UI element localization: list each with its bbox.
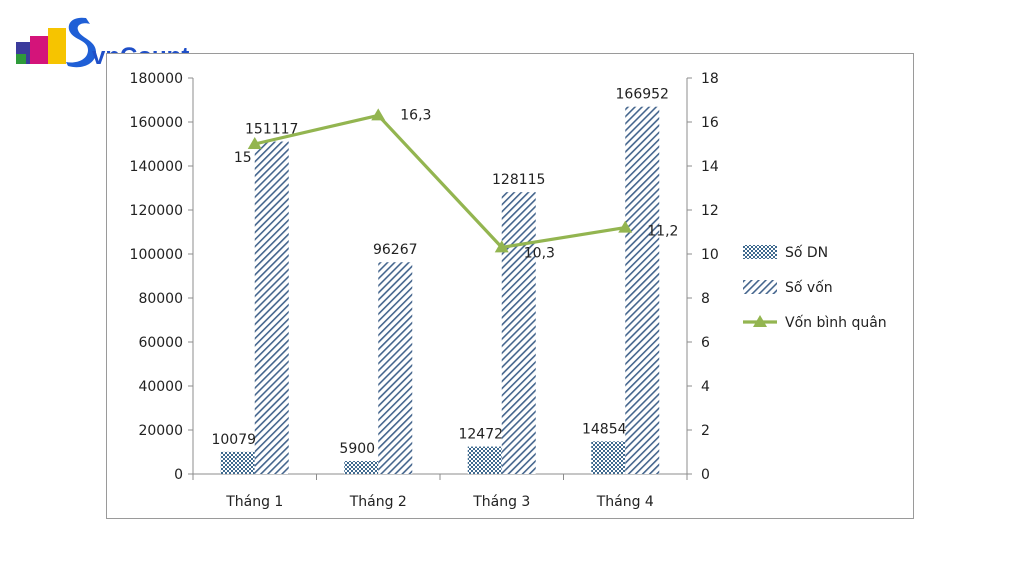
- chart-frame: 0 20000 40000 60000 80000 100000 120000 140000 1…: [106, 53, 914, 519]
- bar-data-label: 128115: [492, 172, 545, 188]
- right-tick-label: 0: [701, 467, 710, 483]
- logo-s-mark: [66, 17, 96, 68]
- left-tick-label: 160000: [130, 115, 183, 131]
- x-tick-label: Tháng 1: [225, 494, 283, 510]
- triangle-marker: [371, 108, 386, 121]
- logo-block-green: [16, 54, 26, 64]
- triangle-marker: [618, 220, 633, 233]
- right-tick-label: 2: [701, 423, 710, 439]
- legend-label: Vốn bình quân: [785, 314, 887, 331]
- combo-chart: 0 20000 40000 60000 80000 100000 120000 140000 1…: [130, 71, 887, 510]
- line-data-label: 10,3: [524, 245, 555, 261]
- right-tick-label: 14: [701, 159, 719, 175]
- legend: Số DN Số vốn Vốn bình quân: [743, 244, 887, 331]
- legend-triangle-marker: [753, 315, 767, 327]
- legend-label: Số DN: [785, 244, 828, 261]
- bar-data-label: 151117: [245, 122, 298, 138]
- left-tick-label: 40000: [138, 379, 183, 395]
- bar-so-dn: [344, 461, 379, 474]
- bar-so-von: [254, 141, 289, 474]
- bar-so-von: [625, 106, 660, 474]
- legend-swatch-so-dn: [743, 245, 777, 259]
- logo-block-yellow: [48, 28, 66, 64]
- bar-so-von: [501, 192, 536, 474]
- right-tick-label: 4: [701, 379, 710, 395]
- bar-data-label: 5900: [339, 441, 375, 457]
- left-tick-label: 120000: [130, 203, 183, 219]
- x-tick-label: Tháng 2: [349, 494, 407, 510]
- bar-so-dn: [467, 446, 502, 474]
- line-data-label: 16,3: [400, 107, 431, 123]
- bar-data-label: 14854: [582, 421, 627, 437]
- bar-data-label: 12472: [458, 427, 503, 443]
- legend-swatch-so-von: [743, 280, 777, 294]
- left-tick-label: 80000: [138, 291, 183, 307]
- bar-data-label: 96267: [373, 242, 418, 258]
- line-series: [247, 108, 633, 253]
- bar-data-label: 166952: [616, 87, 669, 103]
- x-tick-label: Tháng 3: [472, 494, 530, 510]
- right-tick-label: 10: [701, 247, 719, 263]
- bar-data-label: 10079: [211, 432, 256, 448]
- left-tick-label: 60000: [138, 335, 183, 351]
- right-tick-label: 18: [701, 71, 719, 87]
- legend-label: Số vốn: [785, 279, 833, 296]
- triangle-marker: [247, 137, 262, 149]
- left-tick-label: 180000: [130, 71, 183, 87]
- left-tick-label: 20000: [138, 423, 183, 439]
- bar-so-dn: [591, 441, 626, 474]
- x-tick-label: Tháng 4: [596, 494, 654, 510]
- right-tick-label: 16: [701, 115, 719, 131]
- data-labels: 10079 5900 12472 14854 151117 96267 128115 1669…: [211, 87, 678, 457]
- right-tick-label: 6: [701, 335, 710, 351]
- left-tick-label: 140000: [130, 159, 183, 175]
- bars: [220, 106, 660, 474]
- right-tick-label: 12: [701, 203, 719, 219]
- left-tick-label: 0: [174, 467, 183, 483]
- right-tick-label: 8: [701, 291, 710, 307]
- line-data-label: 15: [234, 150, 252, 166]
- bar-so-von: [378, 262, 413, 474]
- triangle-marker: [494, 240, 509, 253]
- line-data-label: 11,2: [647, 224, 678, 240]
- line-path: [254, 113, 626, 249]
- bar-so-dn: [220, 451, 255, 474]
- left-tick-label: 100000: [130, 247, 183, 263]
- logo-block-magenta: [30, 36, 48, 64]
